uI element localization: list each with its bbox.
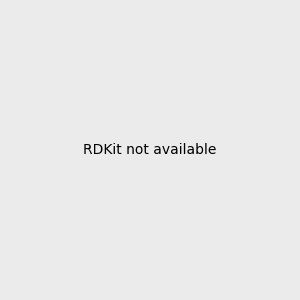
Text: RDKit not available: RDKit not available [83, 143, 217, 157]
